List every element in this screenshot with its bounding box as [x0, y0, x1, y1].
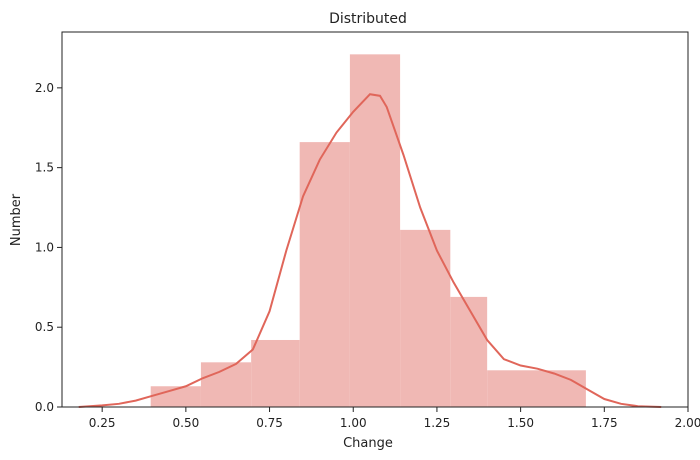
histogram-bars	[150, 54, 586, 408]
x-tick-label: 1.75	[591, 416, 618, 430]
y-tick-label: 1.0	[35, 240, 54, 254]
x-tick-label: 1.50	[507, 416, 534, 430]
histogram-bar	[299, 142, 350, 407]
histogram-bar	[487, 370, 586, 407]
kde-curve	[78, 93, 662, 408]
y-tick-label: 0.5	[35, 320, 54, 334]
x-tick-label: 0.50	[173, 416, 200, 430]
histogram-bar	[251, 339, 300, 407]
chart-title: Distributed	[329, 11, 407, 27]
histogram-bar	[150, 386, 201, 407]
plot-frame	[61, 31, 689, 408]
x-axis-ticks: 0.25 0.50 0.75 1.00 1.25 1.50 1.75 2.00	[89, 407, 700, 430]
x-tick-label: 0.25	[89, 416, 116, 430]
x-tick-label: 2.00	[675, 416, 700, 430]
x-axis-label: Change	[343, 436, 393, 451]
histogram-bar	[400, 229, 451, 407]
histogram-bar	[349, 54, 401, 408]
y-axis-label: Number	[9, 193, 24, 246]
y-tick-label: 0.0	[35, 400, 54, 414]
y-tick-label: 1.5	[35, 161, 54, 175]
x-tick-label: 1.25	[424, 416, 451, 430]
x-tick-label: 1.00	[340, 416, 367, 430]
x-tick-label: 0.75	[256, 416, 283, 430]
y-tick-label: 2.0	[35, 81, 54, 95]
y-axis-ticks: 0.0 0.5 1.0 1.5 2.0	[35, 81, 62, 414]
histogram-bar	[450, 296, 488, 407]
